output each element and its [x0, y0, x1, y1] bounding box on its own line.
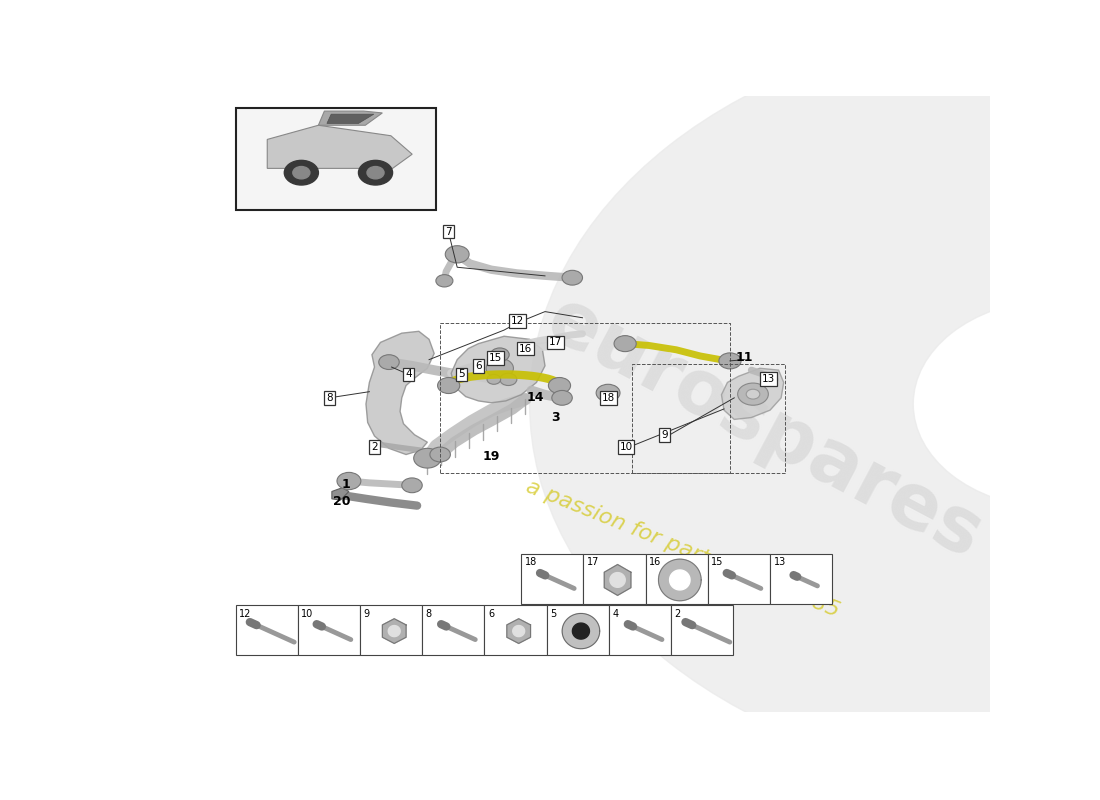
Circle shape [596, 384, 620, 402]
Text: 4: 4 [613, 609, 618, 618]
Circle shape [552, 390, 572, 406]
Bar [521, 554, 583, 604]
Circle shape [562, 270, 583, 285]
Text: 15: 15 [488, 353, 503, 363]
Polygon shape [610, 573, 625, 587]
Text: eurospares: eurospares [534, 282, 994, 574]
Polygon shape [670, 570, 690, 590]
Circle shape [293, 166, 310, 179]
Polygon shape [366, 331, 434, 454]
Circle shape [491, 348, 509, 362]
Circle shape [359, 160, 393, 185]
Polygon shape [388, 626, 400, 637]
Circle shape [438, 378, 460, 394]
Text: 2: 2 [674, 609, 681, 618]
Bar [609, 605, 671, 655]
Text: 5: 5 [458, 370, 465, 379]
Circle shape [367, 166, 384, 179]
Text: 13: 13 [773, 558, 785, 567]
Circle shape [402, 478, 422, 493]
Bar [583, 554, 646, 604]
Text: 5: 5 [550, 609, 557, 618]
Text: 8: 8 [326, 393, 332, 403]
Text: 13: 13 [761, 374, 776, 384]
Text: 9: 9 [661, 430, 668, 440]
Bar [671, 605, 734, 655]
Circle shape [614, 336, 636, 352]
Polygon shape [722, 368, 783, 419]
Circle shape [378, 354, 399, 370]
Polygon shape [659, 559, 701, 601]
Text: 10: 10 [619, 442, 632, 452]
Circle shape [499, 373, 517, 386]
Text: 12: 12 [239, 609, 251, 618]
Polygon shape [507, 618, 530, 643]
Bar [770, 554, 833, 604]
Text: a passion for parts since 1985: a passion for parts since 1985 [524, 477, 843, 621]
Bar [235, 108, 436, 210]
Polygon shape [327, 114, 374, 123]
Text: 11: 11 [736, 351, 754, 364]
Circle shape [337, 472, 361, 490]
Bar [707, 554, 770, 604]
Text: 18: 18 [525, 558, 537, 567]
Circle shape [746, 390, 760, 399]
Circle shape [284, 160, 318, 185]
Text: 6: 6 [475, 361, 482, 371]
Bar [360, 605, 422, 655]
Text: 20: 20 [333, 495, 351, 508]
Bar [547, 605, 609, 655]
Bar [235, 605, 298, 655]
Bar [646, 554, 707, 604]
Polygon shape [604, 565, 631, 595]
Polygon shape [451, 336, 544, 402]
Text: 7: 7 [446, 226, 452, 237]
Text: 8: 8 [426, 609, 432, 618]
Text: 18: 18 [603, 393, 616, 403]
Text: 1: 1 [342, 478, 351, 490]
Text: 4: 4 [405, 370, 411, 379]
Text: 6: 6 [488, 609, 494, 618]
Text: 14: 14 [527, 391, 544, 404]
Polygon shape [572, 623, 590, 639]
Bar [298, 605, 360, 655]
Text: 3: 3 [551, 411, 560, 424]
Circle shape [430, 447, 450, 462]
Text: 10: 10 [301, 609, 314, 618]
Circle shape [487, 374, 500, 384]
Wedge shape [530, 23, 1046, 785]
Polygon shape [318, 111, 383, 126]
Text: 16: 16 [519, 343, 532, 354]
Circle shape [486, 358, 514, 378]
Text: 2: 2 [371, 442, 377, 452]
Polygon shape [332, 488, 349, 500]
Bar [422, 605, 484, 655]
Circle shape [436, 274, 453, 287]
Polygon shape [513, 626, 525, 637]
Bar [484, 605, 547, 655]
Circle shape [738, 383, 768, 406]
Circle shape [549, 378, 571, 394]
Circle shape [446, 246, 469, 263]
Text: 17: 17 [549, 338, 562, 347]
Polygon shape [562, 614, 600, 649]
Circle shape [719, 353, 741, 369]
Polygon shape [267, 126, 412, 168]
Text: 17: 17 [586, 558, 600, 567]
Circle shape [414, 448, 441, 468]
Polygon shape [383, 618, 406, 643]
Text: 9: 9 [363, 609, 370, 618]
Text: 16: 16 [649, 558, 661, 567]
Text: 15: 15 [712, 558, 724, 567]
Text: 19: 19 [483, 450, 500, 463]
Text: 12: 12 [512, 316, 525, 326]
